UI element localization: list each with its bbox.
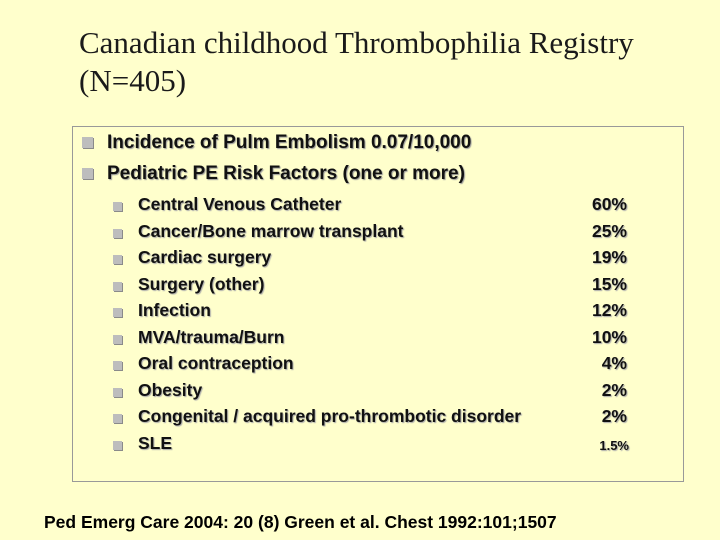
risk-factor-label: Cancer/Bone marrow transplant [138,220,404,241]
square-bullet-icon [113,361,122,370]
risk-factor-percent: 15% [591,273,627,294]
list-item: Oral contraception 4% [113,353,633,380]
square-bullet-icon [113,308,122,317]
square-bullet-icon [113,255,122,264]
risk-factor-percent: 19% [591,247,627,267]
list-item: Obesity 2% [113,380,633,407]
square-bullet-icon [113,202,122,211]
risk-factor-percent: 1.5% [599,437,629,453]
risk-factor-percent: 4% [601,353,627,373]
list-item: Cardiac surgery 19% [113,247,633,274]
list-item: Congenital / acquired pro-thrombotic dis… [113,406,633,433]
slide-title: Canadian childhood Thrombophilia Registr… [79,25,634,98]
risk-factor-percent: 12% [591,300,627,320]
citation-footer: Ped Emerg Care 2004: 20 (8) Green et al.… [44,512,557,532]
content-box [72,126,684,482]
risk-factor-percent: 60% [591,194,627,214]
risk-factor-percent: 2% [601,406,627,426]
list-item: SLE 1.5% [113,433,633,460]
square-bullet-icon [113,440,122,450]
top-bullet-text: Pediatric PE Risk Factors (one or more) [107,163,465,184]
risk-factor-label: Oral contraception [138,353,294,373]
list-item: Cancer/Bone marrow transplant 25% [113,221,633,248]
list-item: Infection 12% [113,300,633,327]
square-bullet-icon [82,168,93,179]
square-bullet-icon [113,281,122,291]
square-bullet-icon [113,334,122,344]
list-item: Central Venous Catheter 60% [113,194,633,221]
square-bullet-icon [113,228,122,238]
square-bullet-icon [82,137,93,148]
square-bullet-icon [113,414,122,423]
risk-factor-label: Obesity [138,379,203,400]
risk-factor-label: MVA/trauma/Burn [138,326,285,347]
risk-factor-list: Central Venous Catheter 60% Cancer/Bone … [113,194,633,459]
list-item: Surgery (other) 15% [113,274,633,301]
top-bullet-text: Incidence of Pulm Embolism 0.07/10,000 [107,132,472,153]
list-item: MVA/trauma/Burn 10% [113,327,633,354]
risk-factor-percent: 10% [591,326,627,347]
risk-factor-percent: 25% [591,220,627,241]
square-bullet-icon [113,387,122,397]
risk-factor-label: SLE [138,432,173,453]
risk-factor-label: Central Venous Catheter [138,194,342,214]
risk-factor-label: Congenital / acquired pro-thrombotic dis… [138,406,522,426]
risk-factor-percent: 2% [601,379,627,400]
risk-factor-label: Cardiac surgery [138,247,272,267]
risk-factor-label: Surgery (other) [138,273,265,294]
risk-factor-label: Infection [138,300,211,320]
